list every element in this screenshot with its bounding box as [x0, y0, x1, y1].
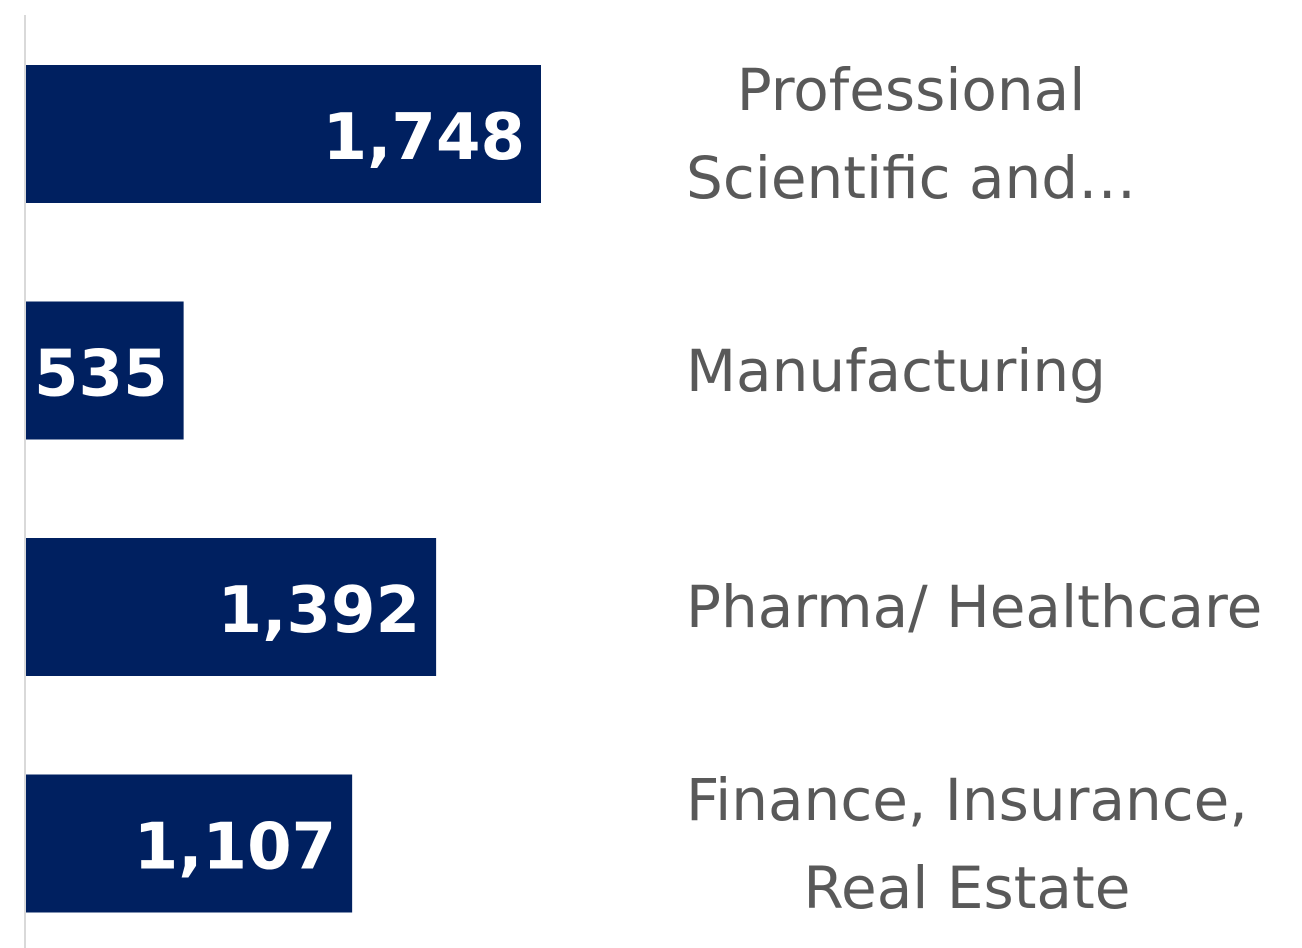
value-label: 1,392 — [218, 574, 420, 648]
bar — [26, 774, 353, 913]
category-label: Manufacturing — [686, 336, 1106, 405]
bar — [26, 301, 184, 440]
value-label: 1,748 — [323, 101, 525, 175]
category-label: Professional Scientific and… — [686, 56, 1137, 212]
category-label: Finance, Insurance, Real Estate — [686, 765, 1248, 922]
value-label: 535 — [34, 338, 168, 412]
bar — [26, 65, 541, 203]
category-label: Pharma/ Healthcare — [686, 573, 1263, 641]
value-label: 1,107 — [134, 811, 336, 885]
bar — [26, 538, 437, 676]
